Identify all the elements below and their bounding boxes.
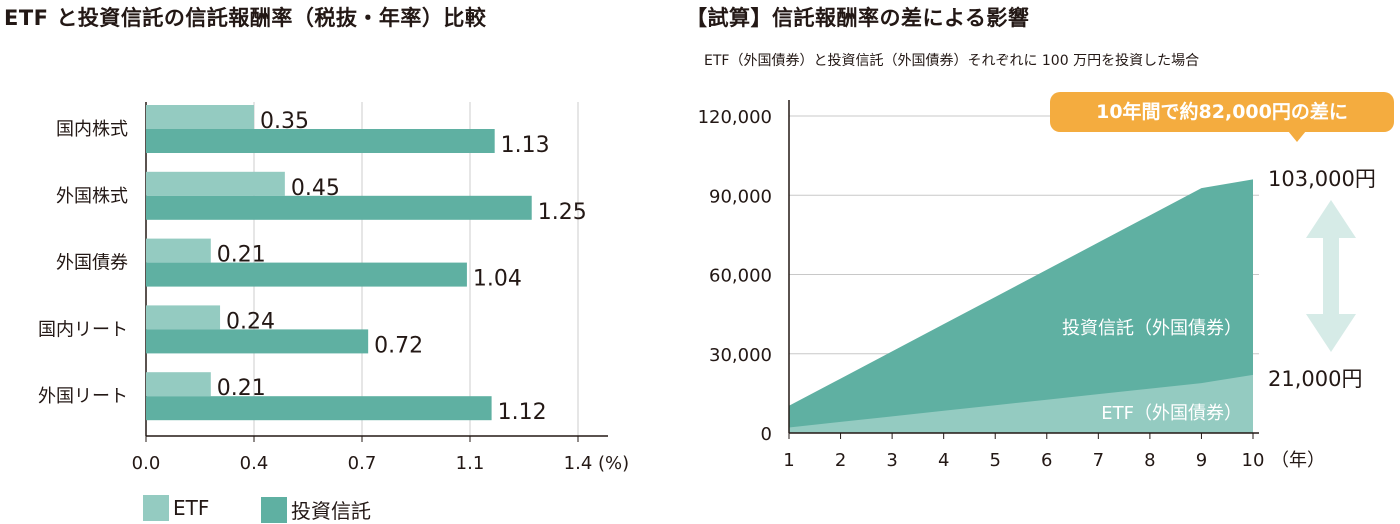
legend-investment-trust: 投資信託 [261, 495, 371, 524]
right-chart-subtitle: ETF（外国債券）と投資信託（外国債券）それぞれに 100 万円を投資した場合 [704, 53, 1200, 69]
area-x-tick-label: 10 [1242, 450, 1265, 471]
investment-trust-value-label: 1.13 [501, 133, 550, 158]
bar-category-label: 外国株式 [56, 186, 128, 207]
etf-bar [146, 171, 285, 196]
area-y-tick-label: 30,000 [709, 345, 772, 366]
investment-trust-value-label: 1.25 [538, 200, 587, 225]
area-x-tick-label: 6 [1041, 450, 1052, 471]
area-x-tick-label: 8 [1144, 450, 1155, 471]
area-y-tick-label: 0 [761, 424, 772, 445]
bar-category-label: 国内リート [38, 319, 128, 340]
area-y-tick-label: 60,000 [709, 266, 772, 287]
bar-x-tick-label: 0.0 [132, 453, 161, 474]
area-x-tick-label: 5 [989, 450, 1000, 471]
investment-trust-end-label: 103,000円 [1268, 167, 1376, 191]
area-x-unit: （年） [1271, 450, 1325, 471]
legend-etf: ETF [143, 495, 209, 521]
bar-x-tick-label: 0.4 [240, 453, 269, 474]
bar-category-label: 外国債券 [56, 253, 128, 274]
difference-arrow-icon [1306, 200, 1356, 352]
area-y-tick-label: 120,000 [698, 107, 772, 128]
bar-category-label: 外国リート [38, 386, 128, 407]
left-chart-title: ETF と投資信託の信託報酬率（税抜・年率）比較 [4, 6, 487, 30]
area-x-tick-label: 7 [1093, 450, 1104, 471]
difference-callout: 10年間で約82,000円の差に [1050, 92, 1394, 142]
right-chart-title: 【試算】信託報酬率の差による影響 [686, 6, 1030, 30]
etf-bar [146, 372, 211, 397]
etf-bar [146, 105, 254, 129]
area-x-tick-label: 3 [886, 450, 897, 471]
investment-trust-bar [146, 262, 467, 287]
etf-area-label: ETF（外国債券） [1101, 403, 1242, 424]
bar-x-tick-label: 0.7 [348, 453, 377, 474]
bar-x-unit: (%) [598, 453, 629, 474]
etf-end-label: 21,000円 [1268, 367, 1362, 391]
etf-area [789, 374, 1253, 433]
legend-investment-trust-label: 投資信託 [291, 499, 371, 523]
area-y-tick-label: 90,000 [709, 186, 772, 207]
investment-trust-bar [146, 129, 495, 153]
investment-trust-area-label: 投資信託（外国債券） [1062, 318, 1242, 339]
etf-bar [146, 238, 211, 263]
investment-trust-value-label: 1.04 [473, 267, 522, 292]
bar-category-label: 国内株式 [56, 119, 128, 140]
investment-trust-value-label: 0.72 [374, 333, 423, 358]
area-x-tick-label: 4 [938, 450, 949, 471]
bar-x-tick-label: 1.1 [456, 453, 485, 474]
investment-trust-bar [146, 396, 492, 421]
bar-x-tick-label: 1.4 [564, 453, 593, 474]
legend-etf-swatch [143, 495, 169, 521]
investment-trust-bar [146, 195, 532, 220]
legend-investment-trust-swatch [261, 496, 287, 523]
area-x-tick-label: 2 [835, 450, 846, 471]
area-x-tick-label: 9 [1196, 450, 1207, 471]
investment-trust-area [789, 179, 1253, 433]
area-x-tick-label: 1 [783, 450, 794, 471]
legend-etf-label: ETF [173, 496, 210, 520]
etf-bar [146, 305, 221, 330]
investment-trust-value-label: 1.12 [498, 400, 547, 425]
investment-trust-bar [146, 329, 369, 354]
